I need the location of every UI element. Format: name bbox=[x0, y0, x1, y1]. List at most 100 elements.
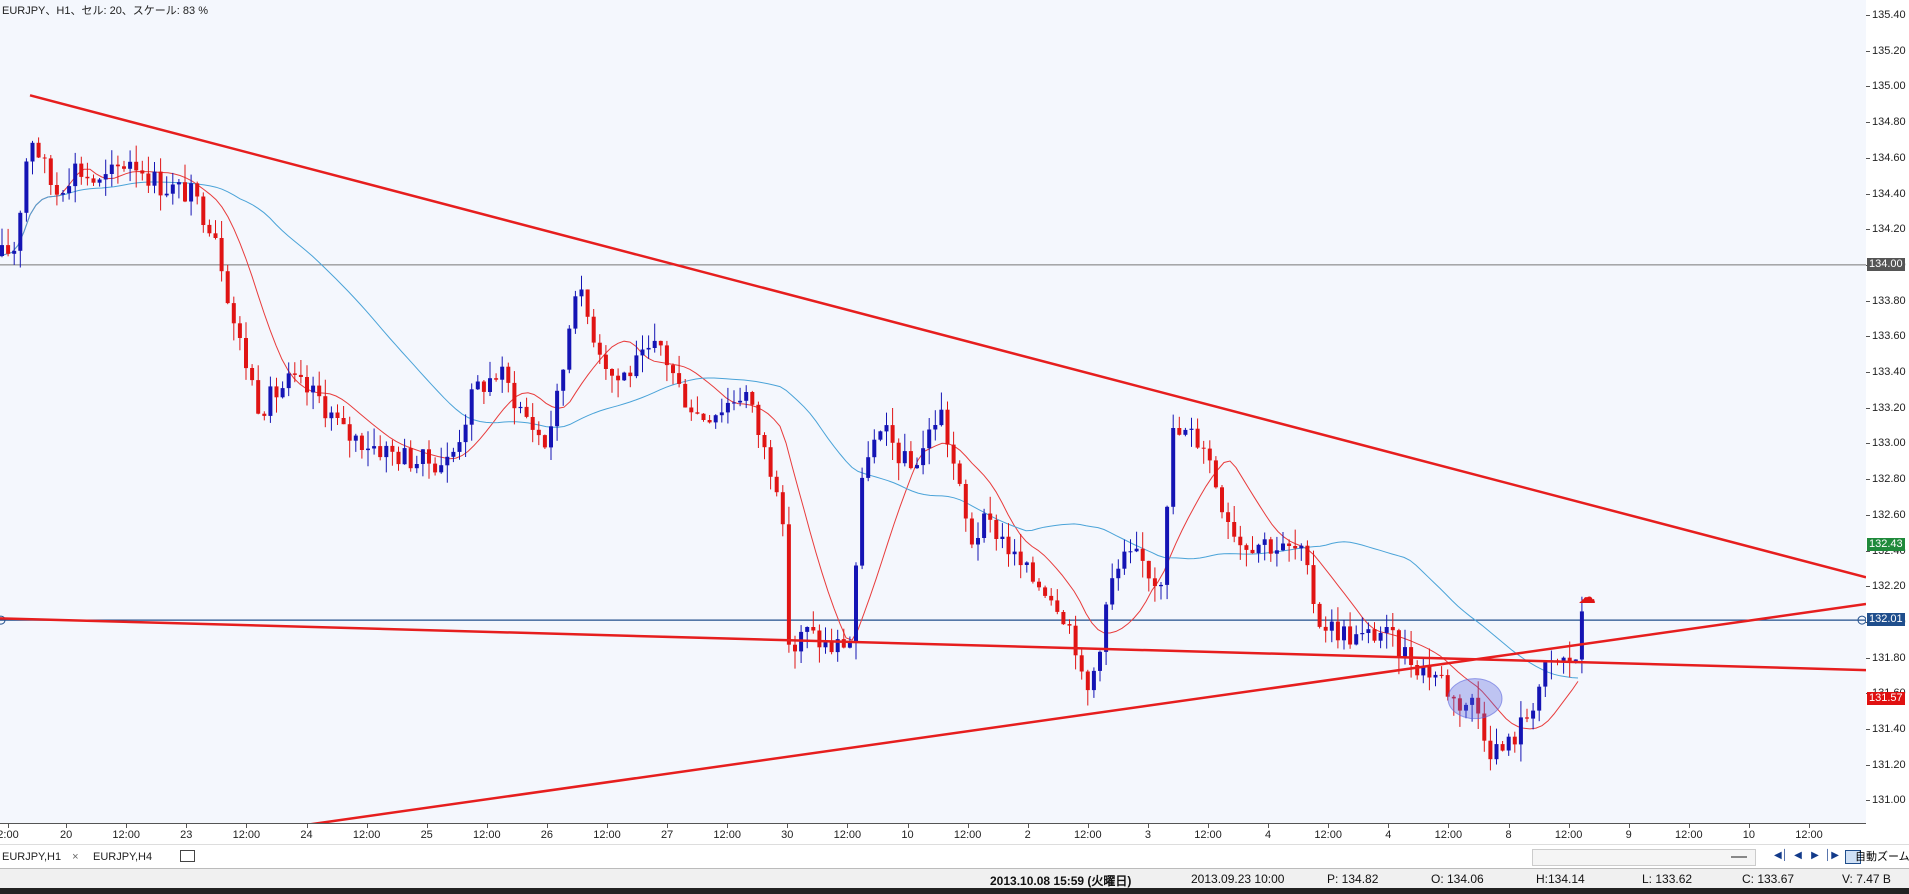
candle-body bbox=[152, 171, 157, 186]
time-axis-label: 27 bbox=[660, 829, 674, 841]
candle-body bbox=[982, 513, 987, 538]
price-tick bbox=[1866, 372, 1870, 373]
candle-body bbox=[1171, 428, 1176, 507]
tab-label: EURJPY,H1 bbox=[2, 851, 62, 863]
candle-body bbox=[1006, 536, 1011, 555]
candle-body bbox=[1177, 428, 1182, 435]
candle-body bbox=[884, 425, 889, 432]
auto-zoom-label: 自動ズーム bbox=[1855, 851, 1909, 863]
candle-body bbox=[506, 366, 511, 383]
candle-body bbox=[1415, 665, 1420, 676]
candle-body bbox=[1201, 447, 1206, 449]
candle-body bbox=[945, 409, 950, 445]
candle-body bbox=[158, 171, 163, 196]
candle-body bbox=[591, 316, 596, 343]
candle-body bbox=[1512, 736, 1517, 745]
tab-eurjpy-h4[interactable]: EURJPY,H4 bbox=[93, 848, 152, 866]
candle-body bbox=[469, 389, 474, 425]
candle-body bbox=[256, 380, 261, 414]
time-axis-label: 12:00 bbox=[1314, 829, 1342, 841]
candle-body bbox=[451, 451, 456, 457]
time-axis-label: 12:00 bbox=[352, 829, 381, 841]
candle-body bbox=[115, 164, 120, 167]
price-chart-svg[interactable] bbox=[0, 0, 1866, 823]
candle-body bbox=[530, 417, 535, 430]
tab-eurjpy-h1[interactable]: EURJPY,H1 × bbox=[2, 848, 79, 866]
candle-body bbox=[1140, 548, 1145, 561]
prev-icon[interactable]: ◀ bbox=[1794, 850, 1802, 861]
time-axis-label: 2:00 bbox=[0, 829, 19, 841]
auto-zoom-button[interactable]: 自動ズーム bbox=[1845, 848, 1909, 866]
candle-body bbox=[610, 369, 614, 376]
candle-body bbox=[18, 212, 23, 251]
candle-body bbox=[1561, 657, 1566, 662]
status-cursor-time: 2013.09.23 10:00 bbox=[1191, 872, 1285, 886]
time-tick bbox=[847, 824, 849, 828]
time-axis-label: 12:00 bbox=[1554, 829, 1583, 841]
time-tick bbox=[246, 824, 248, 828]
candle-body bbox=[628, 372, 633, 377]
scrollbar-thumb[interactable] bbox=[1731, 856, 1747, 858]
first-page-icon[interactable]: ◀│ bbox=[1774, 850, 1788, 861]
candle-body bbox=[555, 390, 560, 427]
price-axis[interactable]: 135.40 135.20 135.00 134.80 134.60 134.40 134.… bbox=[1866, 0, 1909, 823]
candle-body bbox=[1281, 543, 1285, 551]
next-icon[interactable]: ▶ bbox=[1811, 850, 1819, 861]
time-axis-label: 12:00 bbox=[473, 829, 501, 841]
time-tick bbox=[8, 824, 9, 828]
price-tick-label: 133.80 bbox=[1872, 294, 1906, 307]
thumbs-down-icon[interactable]: ☁ bbox=[1578, 587, 1596, 607]
candle-body bbox=[146, 173, 151, 186]
candle-body bbox=[1525, 717, 1529, 719]
candle-body bbox=[457, 442, 462, 452]
window-restore-icon[interactable] bbox=[180, 850, 195, 862]
scrollbar-track[interactable] bbox=[1532, 849, 1756, 866]
candle-body bbox=[1195, 428, 1200, 448]
candle-body bbox=[1049, 595, 1054, 601]
status-datetime: 2013.10.08 15:59 (火曜日) bbox=[990, 874, 1132, 888]
candle-body bbox=[347, 424, 352, 441]
price-tick-label: 131.80 bbox=[1872, 651, 1906, 664]
last-page-icon[interactable]: │▶ bbox=[1825, 850, 1839, 861]
candle-body bbox=[311, 385, 316, 393]
price-tick bbox=[1866, 15, 1870, 16]
candle-body bbox=[725, 402, 730, 413]
price-tick bbox=[1866, 157, 1870, 159]
price-tick bbox=[1866, 122, 1870, 124]
candle-body bbox=[329, 412, 334, 419]
candle-body bbox=[262, 413, 267, 416]
time-tick bbox=[787, 824, 789, 828]
candle-body bbox=[85, 176, 90, 179]
price-tick bbox=[1866, 729, 1870, 730]
time-axis-label: 12:00 bbox=[593, 829, 621, 841]
candle-body bbox=[97, 179, 102, 183]
candle-body bbox=[36, 142, 41, 158]
candle-body bbox=[829, 641, 834, 653]
price-tick bbox=[1866, 86, 1870, 88]
candle-body bbox=[1384, 627, 1389, 633]
time-tick bbox=[1568, 824, 1570, 828]
candle-body bbox=[1226, 512, 1231, 522]
close-icon[interactable]: × bbox=[72, 851, 79, 863]
price-tick bbox=[1866, 229, 1870, 231]
candle-body bbox=[1183, 429, 1188, 435]
chart-canvas[interactable]: EURJPY、H1、セル: 20、スケール: 83 % ☁ bbox=[0, 0, 1867, 823]
candle-body bbox=[305, 377, 309, 393]
candle-body bbox=[890, 425, 895, 443]
candle-body bbox=[652, 340, 657, 348]
candle-body bbox=[1531, 710, 1536, 719]
time-tick bbox=[607, 824, 608, 828]
candle-body bbox=[750, 392, 755, 405]
time-tick bbox=[667, 824, 669, 828]
candle-body bbox=[420, 449, 425, 464]
candle-body bbox=[439, 465, 444, 473]
status-high: H:134.14 bbox=[1536, 872, 1585, 886]
candle-body bbox=[1146, 560, 1151, 579]
candle-body bbox=[1482, 713, 1487, 741]
time-tick bbox=[66, 824, 68, 828]
candle-body bbox=[658, 340, 663, 346]
time-axis[interactable]: 2:00 20 12:00 23 12:00 24 12:00 25 12:00 26 12:00 2… bbox=[0, 823, 1866, 845]
candle-body bbox=[536, 429, 541, 436]
candle-body bbox=[213, 233, 218, 238]
time-tick bbox=[907, 824, 909, 828]
